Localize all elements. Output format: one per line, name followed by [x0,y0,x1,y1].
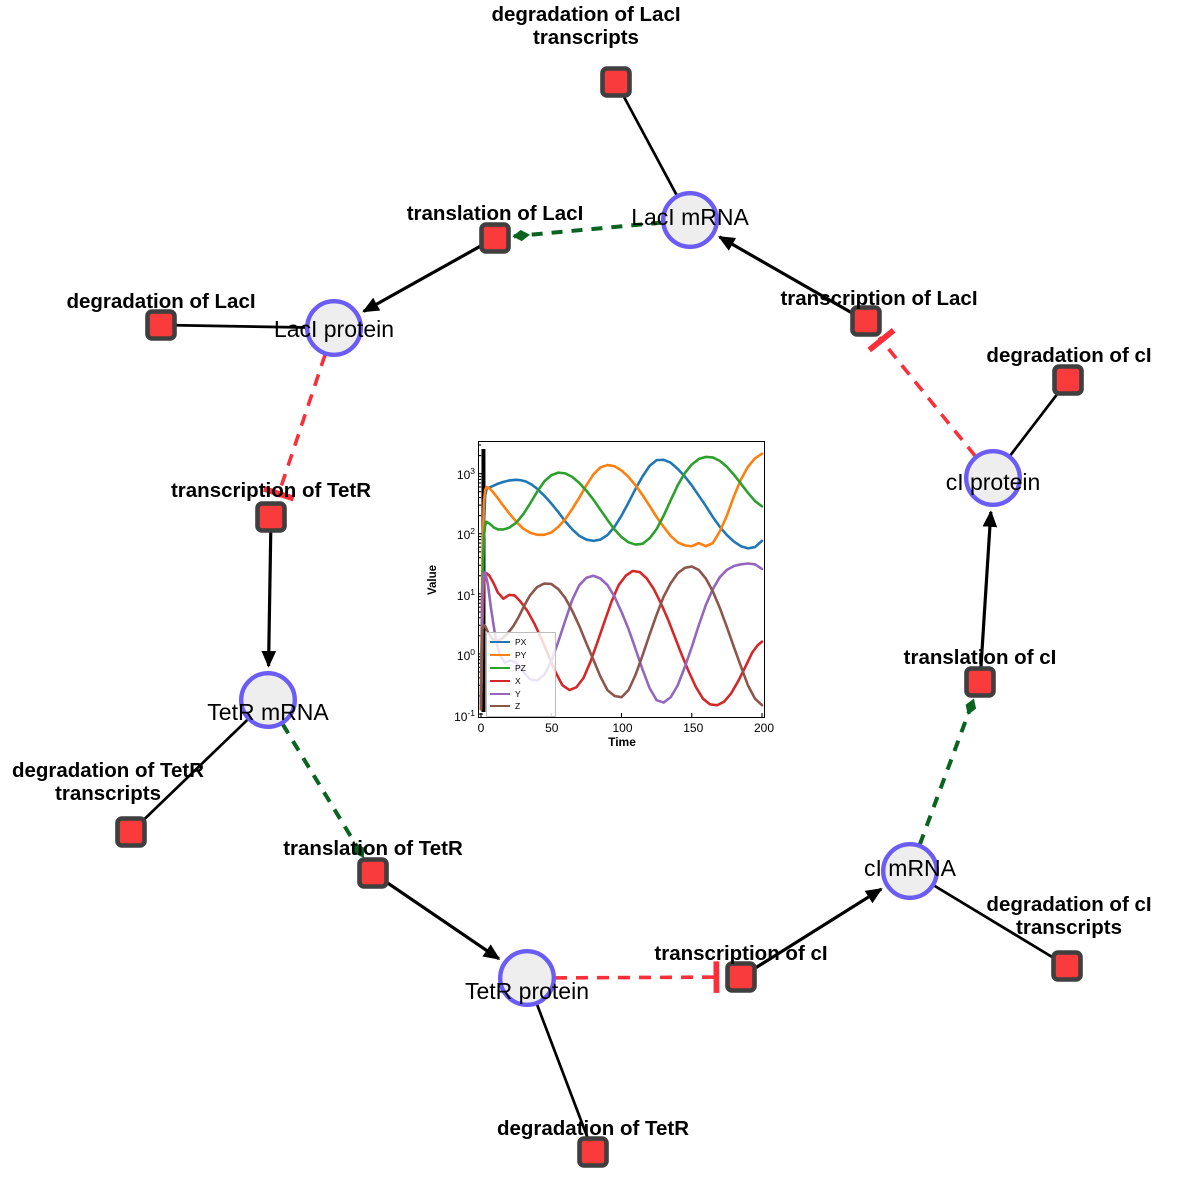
chart-legend: PX PY PZ X Y Z [486,632,556,717]
chart-y-tick: 10-1 [454,708,475,724]
edge-consumption [140,718,249,823]
reaction-node-transcription_ci[interactable] [725,961,757,993]
legend-item-PX[interactable]: PX [490,636,551,649]
reaction-node-translation_laci[interactable] [479,222,511,254]
edge-inhibition [262,353,327,502]
chart-y-tick-exponent: -1 [467,708,475,718]
edge-inhibition [867,327,977,458]
legend-label-PZ: PZ [515,662,526,673]
legend-item-PZ[interactable]: PZ [490,662,551,675]
legend-item-Y[interactable]: Y [490,687,551,700]
reaction-node-deg_laci_transcripts[interactable] [600,66,632,98]
species-node-laci_protein[interactable] [305,299,364,358]
reaction-node-deg_laci[interactable] [145,309,177,341]
species-node-tetr_protein[interactable] [498,949,557,1008]
chart-y-tick: 102 [457,526,475,542]
inset-timecourse-chart: Value Time 0 50 100 150 200 10-1 100 101 102 103… [427,441,774,749]
chart-y-tick-base: 10 [456,528,471,543]
legend-item-X[interactable]: X [490,674,551,687]
edge-consumption [1008,391,1060,457]
reaction-node-translation_tetr[interactable] [357,857,389,889]
edge-modifier [917,698,977,846]
legend-label-Z: Z [515,701,521,712]
chart-y-axis-label: Value [427,564,439,596]
legend-item-PY[interactable]: PY [490,649,551,662]
reaction-node-deg_ci_transcripts[interactable] [1051,950,1083,982]
legend-swatch-Z [490,705,510,708]
species-node-ci_mrna[interactable] [881,842,940,901]
node-layer [115,66,1084,1168]
edge-consumption [535,1003,589,1139]
chart-x-axis-label: Time [608,735,636,749]
edge-consumption [933,884,1055,960]
chart-y-tick-base: 10 [454,710,468,724]
reaction-node-deg_tetr[interactable] [577,1136,609,1168]
edge-product [718,235,854,315]
chart-y-tick-exponent: 3 [470,465,475,476]
reaction-node-translation_ci[interactable] [964,666,996,698]
species-node-ci_protein[interactable] [964,449,1023,508]
chart-x-tick: 100 [612,721,633,735]
edge-product [384,880,501,961]
chart-y-tick-base: 10 [456,467,471,482]
legend-label-PX: PX [515,637,527,648]
inset-plot-lines [479,444,764,717]
reaction-node-deg_ci[interactable] [1052,364,1084,396]
edge-product [979,510,998,668]
chart-series-PX [479,458,764,705]
reaction-node-transcription_tetr[interactable] [255,501,287,533]
legend-label-Y: Y [515,688,521,699]
species-node-laci_mrna[interactable] [661,190,720,249]
chart-series-X [479,569,764,711]
chart-x-tick: 50 [545,721,559,735]
edge-inhibition [554,961,721,993]
chart-y-tick-base: 10 [456,649,471,664]
edge-modifier [512,220,663,242]
reaction-node-transcription_laci[interactable] [850,305,882,337]
chart-series-PZ [479,455,764,698]
reaction-node-deg_tetr_transcripts[interactable] [115,816,147,848]
legend-item-Z[interactable]: Z [490,700,551,713]
species-node-tetr_mrna[interactable] [238,671,297,730]
chart-y-tick: 103 [457,466,475,482]
chart-x-tick: 200 [753,721,775,735]
edge-consumption [175,323,307,329]
edge-product [752,887,883,971]
legend-swatch-X [490,679,510,682]
chart-y-tick: 100 [457,647,475,663]
edge-consumption [621,94,678,196]
legend-swatch-PZ [490,666,510,669]
legend-swatch-Y [490,692,510,695]
edge-product [362,243,483,313]
chart-y-tick-exponent: 1 [470,586,475,597]
legend-label-X: X [515,675,521,686]
chart-y-tick-exponent: 0 [470,647,475,658]
edge-product [261,531,277,668]
legend-label-PY: PY [515,650,527,661]
chart-series-PY [479,452,764,698]
legend-swatch-PY [490,654,510,657]
legend-swatch-PX [490,641,510,644]
chart-y-tick-base: 10 [456,588,471,603]
chart-y-tick-exponent: 2 [470,526,475,537]
edge-layer [140,94,1060,1139]
edge-modifier [280,722,365,859]
chart-x-tick: 0 [477,721,485,735]
chart-y-tick: 101 [457,587,475,603]
chart-x-tick: 150 [683,721,704,735]
